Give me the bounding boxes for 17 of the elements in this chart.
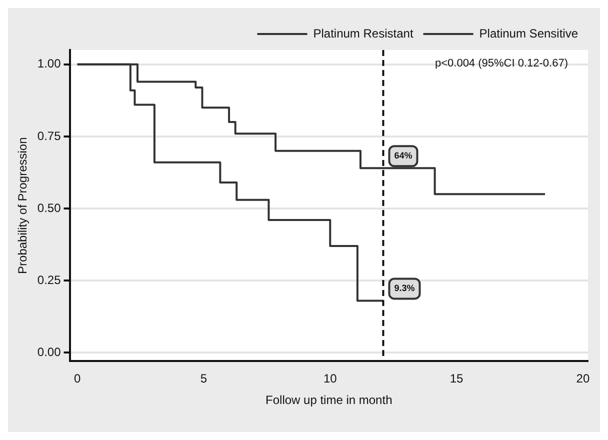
x-tick-label: 15: [450, 372, 464, 386]
x-tick-label: 5: [200, 372, 208, 386]
y-tick-label: 0.25: [37, 272, 62, 287]
y-tick-label: 0.75: [37, 128, 62, 143]
x-tick-label: 0: [74, 372, 81, 386]
x-axis-title: Follow up time in month: [266, 393, 392, 408]
y-tick-label: 1.00: [37, 56, 62, 71]
x-tick-label: 20: [576, 372, 590, 386]
legend-label: Platinum Sensitive: [479, 26, 578, 40]
annotation: p<0.004 (95%CI 0.12-0.67): [434, 58, 568, 70]
y-tick-label: 0.00: [37, 344, 62, 359]
annotation: 9.3%: [394, 283, 415, 294]
annotation: 64%: [394, 150, 412, 161]
legend-label: Platinum Resistant: [313, 26, 414, 40]
y-axis-title: Probability of Progression: [16, 137, 30, 274]
x-tick-label: 10: [323, 372, 338, 386]
y-tick-label: 0.50: [37, 200, 62, 215]
